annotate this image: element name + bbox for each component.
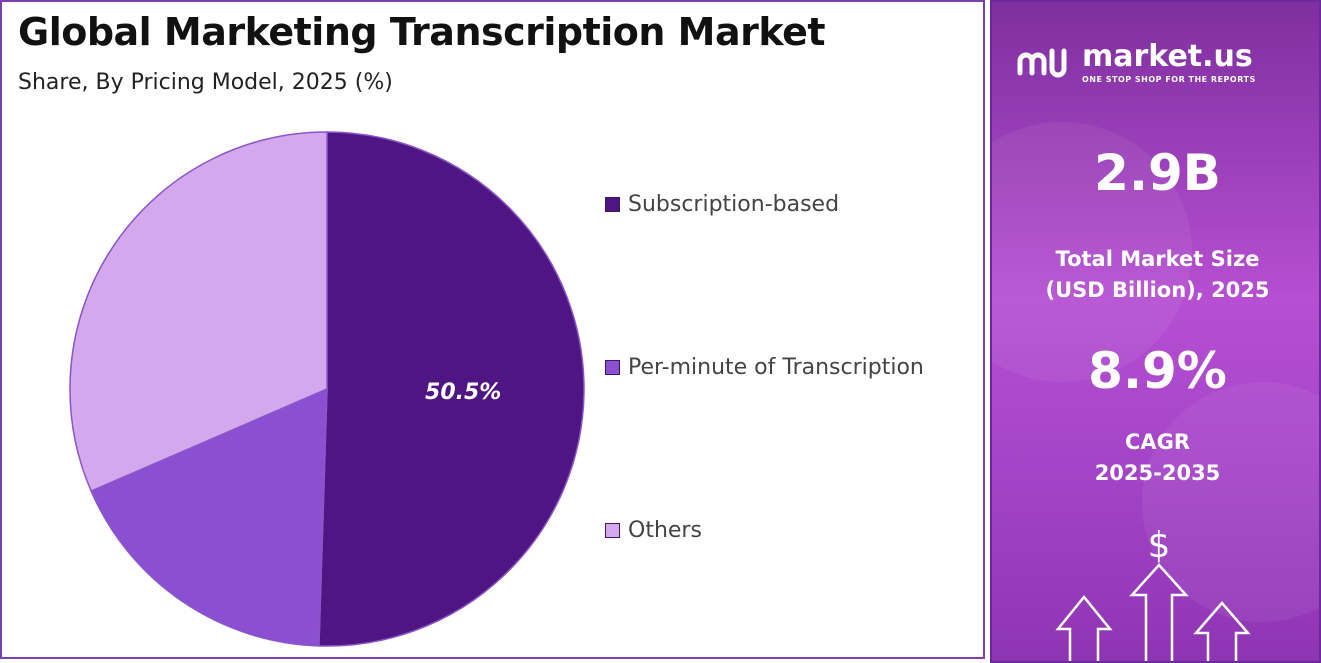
pie-slice-subscription-based [318,131,585,647]
dollar-icon: $ [1148,525,1171,566]
up-arrows-icon: $ [1055,525,1251,661]
background-decoration [992,122,1192,382]
stats-panel: market.us ONE STOP SHOP FOR THE REPORTS … [990,0,1321,663]
market-size-label-line1: Total Market Size [1055,247,1260,271]
legend-item: Others [605,518,702,543]
legend-swatch [605,197,620,212]
legend-item: Per-minute of Transcription [605,355,924,380]
legend-label: Subscription-based [628,192,840,217]
legend-swatch [605,523,620,538]
pie-data-label: 50.5% [425,380,501,405]
pie-slice-per-minute-of-transcription [90,387,328,647]
brand-logo: market.us ONE STOP SHOP FOR THE REPORTS [1014,42,1256,84]
cagr-label-line2: 2025-2035 [1094,461,1221,485]
brand-name: market.us [1082,39,1253,74]
chart-title: Global Marketing Transcription Market [18,10,826,54]
market-us-logo-icon [1017,48,1067,78]
pie-chart: 50.5% [69,131,585,647]
legend-item: Subscription-based [605,192,839,217]
chart-panel: Global Marketing Transcription Market Sh… [0,0,985,659]
legend-swatch [605,360,620,375]
chart-subtitle: Share, By Pricing Model, 2025 (%) [18,70,393,95]
market-size-label-line2: (USD Billion), 2025 [1045,278,1270,302]
legend-label: Others [628,518,702,543]
market-size-value: 2.9B [1094,144,1221,202]
legend-label: Per-minute of Transcription [628,355,924,380]
brand-tagline: ONE STOP SHOP FOR THE REPORTS [1082,75,1256,84]
pie-slice-others [69,131,328,493]
cagr-value: 8.9% [1088,342,1227,400]
cagr-label-line1: CAGR [1124,430,1191,454]
